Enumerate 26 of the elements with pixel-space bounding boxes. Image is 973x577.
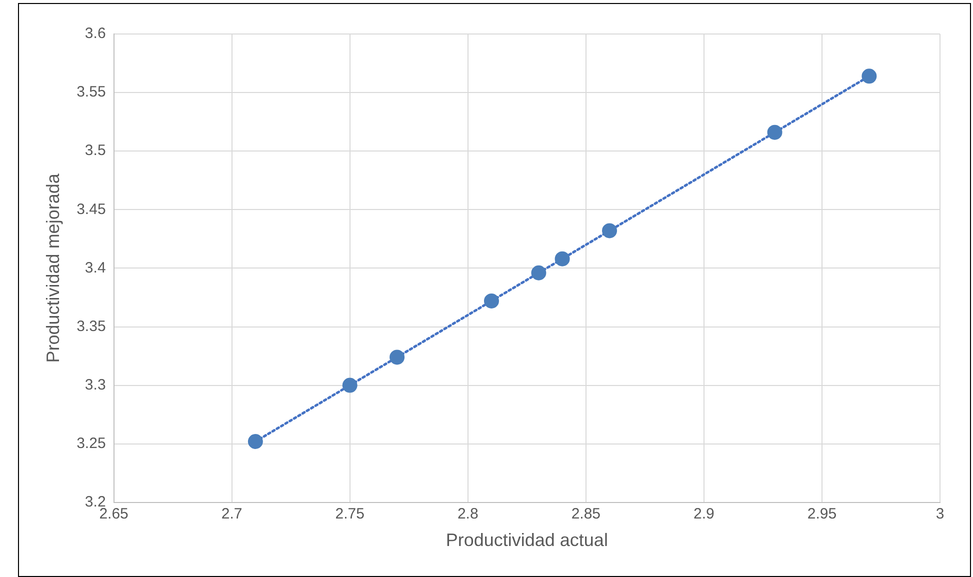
point	[531, 265, 546, 280]
point	[554, 251, 570, 266]
x-tick-label: 2.85	[571, 506, 601, 523]
point	[248, 434, 263, 450]
x-tick-label: 2.95	[807, 506, 837, 523]
point	[862, 68, 877, 84]
y-tick-label: 3.45	[76, 200, 106, 218]
y-tick-label: 3.6	[84, 25, 106, 42]
point	[602, 223, 618, 238]
y-tick-label: 3.25	[76, 434, 106, 452]
point	[342, 378, 358, 393]
x-axis-title: Productividad actual	[446, 530, 608, 550]
x-tick-label: 2.7	[221, 506, 242, 523]
y-tick-label: 3.55	[76, 84, 106, 101]
point	[484, 293, 499, 308]
y-axis-title: Productividad mejorada	[42, 172, 63, 363]
x-tick-label: 3	[936, 506, 944, 523]
y-tick-label: 3.5	[84, 142, 106, 160]
point	[767, 124, 782, 140]
x-tick-label: 2.75	[335, 506, 364, 523]
x-tick-label: 2.9	[694, 506, 714, 523]
y-tick-label: 3.3	[84, 376, 106, 394]
y-tick-label: 3.4	[84, 259, 106, 276]
point	[390, 350, 405, 365]
x-tick-label: 2.8	[457, 506, 478, 523]
y-tick-label: 3.35	[76, 318, 106, 335]
